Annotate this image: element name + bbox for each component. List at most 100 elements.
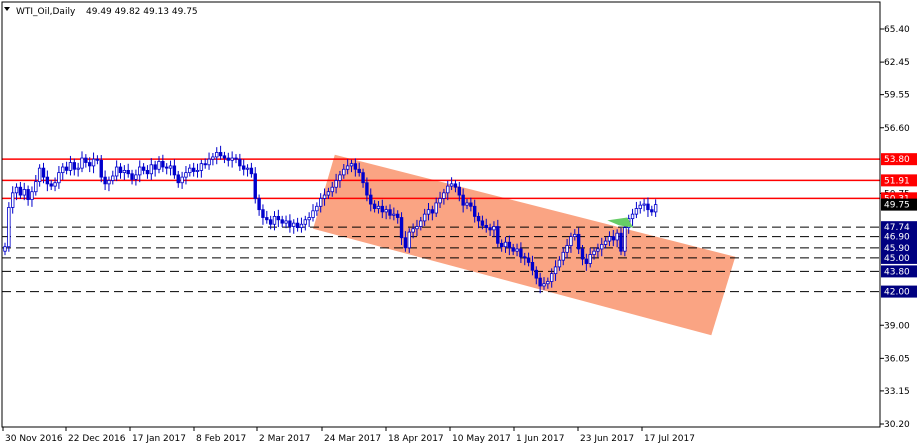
candle [257,194,261,216]
candle [318,193,323,213]
candle [569,232,573,253]
candle [95,155,100,165]
y-tick-label: 39.00 [884,321,910,331]
candle [41,162,46,184]
resistance-price-tag-bg [881,153,917,166]
candle [57,166,61,189]
breakout-zone [607,217,634,228]
candle [576,227,581,254]
candle [241,159,246,176]
candle [280,215,284,228]
candle [7,202,11,252]
y-tick-label: 65.40 [884,25,910,35]
candle [499,239,504,252]
candle [403,231,408,252]
candle [145,165,150,179]
candle [480,215,485,230]
candle [353,158,358,177]
x-tick-label: 10 May 2017 [452,434,511,444]
dropdown-triangle-icon[interactable] [4,7,10,11]
candle [384,205,388,220]
candle [295,217,300,232]
candle [211,152,215,166]
candle [476,212,481,229]
candle [37,164,42,187]
candle [72,158,76,176]
candle [272,211,277,231]
candle [53,177,57,192]
candle [580,245,585,266]
candle [84,154,88,168]
candle [199,159,204,178]
candle [573,229,577,241]
channel-polygon[interactable] [313,154,736,336]
candle [357,162,361,177]
horizontal-levels [2,158,880,293]
candle [623,221,627,257]
candle [565,238,569,259]
y-tick-label: 56.60 [884,124,910,134]
candle [126,163,130,178]
candle [496,219,500,248]
candle [542,277,546,290]
candle [465,199,469,210]
candle [292,219,296,234]
candle [130,169,134,185]
candle [461,188,465,213]
candle [299,217,304,233]
candle [630,208,635,226]
candle [345,159,350,175]
candle [180,171,184,189]
resistance-price-tag: 53.80 [884,155,910,165]
candle [276,209,281,228]
candle [261,204,265,225]
candle [234,154,238,164]
candle [222,151,227,164]
candle [188,164,192,177]
candle [446,180,450,201]
candle [76,162,80,177]
candle [369,188,373,212]
candle [226,152,230,167]
price-tags: 53.8051.9150.3147.7446.9045.9045.0043.80… [881,153,917,298]
x-tick-label: 30 Nov 2016 [5,434,63,444]
candle [218,145,223,160]
candle [107,176,111,192]
chart-frame [1,1,881,428]
candle [492,221,496,238]
candle [426,203,431,221]
candle [534,266,538,285]
candle [207,152,211,170]
candle [438,191,442,208]
x-tick-label: 8 Feb 2017 [196,434,246,444]
candle [538,272,542,294]
candle [469,197,473,212]
candle [253,167,257,204]
candle [526,252,531,267]
candle [376,201,381,214]
candle [34,174,38,196]
candle [603,237,608,249]
candle [134,169,138,186]
candle [592,247,596,260]
candle [103,170,107,191]
candle [203,158,207,169]
candle [395,210,400,224]
support-price-tag-bg [881,265,917,278]
candle [330,181,334,197]
candle [238,153,242,171]
candle [392,207,396,221]
candle [388,204,392,220]
candle [607,231,612,247]
candle [361,168,365,188]
candle [615,229,619,248]
candle [600,237,604,257]
support-price-tag: 47.74 [884,223,910,233]
y-tick-label: 59.55 [884,91,910,101]
candle [411,223,415,239]
candle [215,147,219,165]
support-price-tag: 45.90 [884,244,910,254]
candle [507,235,512,256]
candle [161,154,165,173]
